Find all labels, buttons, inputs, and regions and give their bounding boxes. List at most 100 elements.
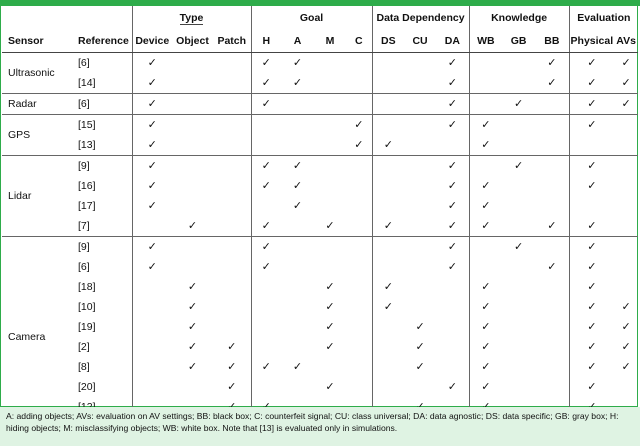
col-object: Object [172, 30, 213, 53]
col-device: Device [131, 30, 172, 53]
empty-cell [468, 52, 503, 73]
check-icon: ✓ [292, 56, 303, 69]
empty-cell [346, 377, 372, 397]
check-icon: ✓ [547, 219, 557, 232]
empty-cell [172, 155, 213, 176]
empty-cell [371, 196, 405, 216]
check-icon: ✓ [415, 320, 425, 333]
empty-cell [535, 135, 569, 156]
check-mark-cell: ✓ [314, 216, 346, 237]
check-icon: ✓ [325, 300, 335, 313]
empty-cell [213, 114, 252, 135]
check-mark-cell: ✓ [468, 135, 503, 156]
empty-cell [614, 155, 639, 176]
check-mark-cell: ✓ [568, 93, 615, 115]
empty-cell [346, 317, 372, 337]
empty-cell [213, 317, 251, 337]
empty-cell [172, 114, 213, 135]
empty-cell [502, 317, 535, 337]
table-row: [2] ✓ ✓ ✓ ✓ ✓ ✓ ✓ [2, 337, 638, 357]
table-row: [6] ✓ ✓ ✓ ✓ ✓ [2, 257, 638, 277]
check-icon: ✓ [513, 97, 524, 110]
check-mark-cell: ✓ [131, 176, 172, 196]
check-icon: ✓ [325, 280, 335, 293]
check-mark-cell: ✓ [281, 176, 314, 196]
empty-cell [172, 93, 213, 115]
empty-cell [371, 317, 405, 337]
empty-cell [535, 176, 569, 196]
check-mark-cell: ✓ [468, 377, 503, 397]
check-mark-cell: ✓ [346, 135, 372, 156]
empty-cell [535, 114, 570, 135]
check-icon: ✓ [261, 159, 271, 172]
check-mark-cell: ✓ [172, 337, 213, 357]
check-mark-cell: ✓ [468, 114, 503, 135]
check-mark-cell: ✓ [371, 277, 405, 297]
reference-cell: [16] [78, 179, 96, 192]
reference-cell: [6] [74, 52, 132, 73]
check-icon: ✓ [447, 179, 457, 192]
check-mark-cell: ✓ [568, 317, 615, 337]
check-icon: ✓ [187, 300, 198, 313]
table-frame: Type Goal Data Dependency Knowledge Eval… [0, 6, 639, 437]
reference-cell: [14] [78, 76, 96, 89]
empty-cell [371, 357, 405, 377]
table-row: [14] ✓ ✓ ✓ ✓ ✓ ✓ ✓ [2, 73, 638, 94]
empty-cell [502, 377, 535, 397]
empty-cell [213, 93, 252, 115]
empty-cell [535, 93, 570, 115]
check-mark-cell: ✓ [314, 297, 346, 317]
check-icon: ✓ [447, 76, 457, 89]
empty-cell [131, 297, 172, 317]
check-mark-cell: ✓ [436, 196, 469, 216]
empty-cell [535, 277, 569, 297]
col-patch: Patch [213, 30, 252, 53]
empty-cell [404, 114, 437, 135]
empty-cell [502, 297, 535, 317]
col-h: H [250, 30, 282, 53]
check-mark-cell: ✓ [468, 176, 503, 196]
table-row: [19] ✓ ✓ ✓ ✓ ✓ ✓ [2, 317, 638, 337]
empty-cell [502, 216, 535, 237]
reference-cell: [10] [78, 300, 96, 313]
check-icon: ✓ [587, 320, 597, 333]
empty-cell [346, 337, 372, 357]
check-icon: ✓ [481, 280, 491, 293]
empty-cell [172, 73, 213, 94]
sensor-cell: Ultrasonic [2, 52, 74, 94]
check-icon: ✓ [187, 340, 198, 353]
check-mark-cell: ✓ [371, 297, 405, 317]
empty-cell [535, 377, 569, 397]
check-icon: ✓ [261, 97, 271, 110]
check-mark-cell: ✓ [568, 52, 615, 73]
col-da: DA [436, 30, 470, 53]
check-mark-cell: ✓ [468, 216, 503, 237]
empty-cell [250, 317, 282, 337]
check-mark-cell: ✓ [568, 277, 615, 297]
check-icon: ✓ [481, 118, 491, 131]
reference-cell: [6] [78, 260, 90, 273]
check-icon: ✓ [147, 260, 157, 273]
table-row: [20] ✓ ✓ ✓ ✓ ✓ [2, 377, 638, 397]
reference-cell: [13] [78, 138, 96, 151]
empty-cell [346, 277, 372, 297]
empty-cell [250, 337, 282, 357]
check-mark-cell: ✓ [468, 317, 503, 337]
sensor-cell: Lidar [2, 155, 74, 237]
check-icon: ✓ [621, 340, 631, 353]
check-mark-cell: ✓ [371, 216, 405, 237]
empty-cell [614, 236, 639, 257]
col-a: A [281, 30, 315, 53]
check-icon: ✓ [621, 76, 631, 89]
empty-cell [371, 114, 405, 135]
check-icon: ✓ [187, 320, 198, 333]
check-mark-cell: ✓ [568, 176, 615, 196]
empty-cell [281, 277, 314, 297]
check-icon: ✓ [481, 219, 491, 232]
check-icon: ✓ [262, 400, 271, 413]
table-row: Radar [6] ✓ ✓ ✓ ✓ ✓ ✓ [2, 93, 639, 115]
empty-cell [213, 257, 251, 277]
check-icon: ✓ [481, 179, 491, 192]
check-icon: ✓ [621, 320, 631, 333]
check-icon: ✓ [383, 300, 393, 313]
